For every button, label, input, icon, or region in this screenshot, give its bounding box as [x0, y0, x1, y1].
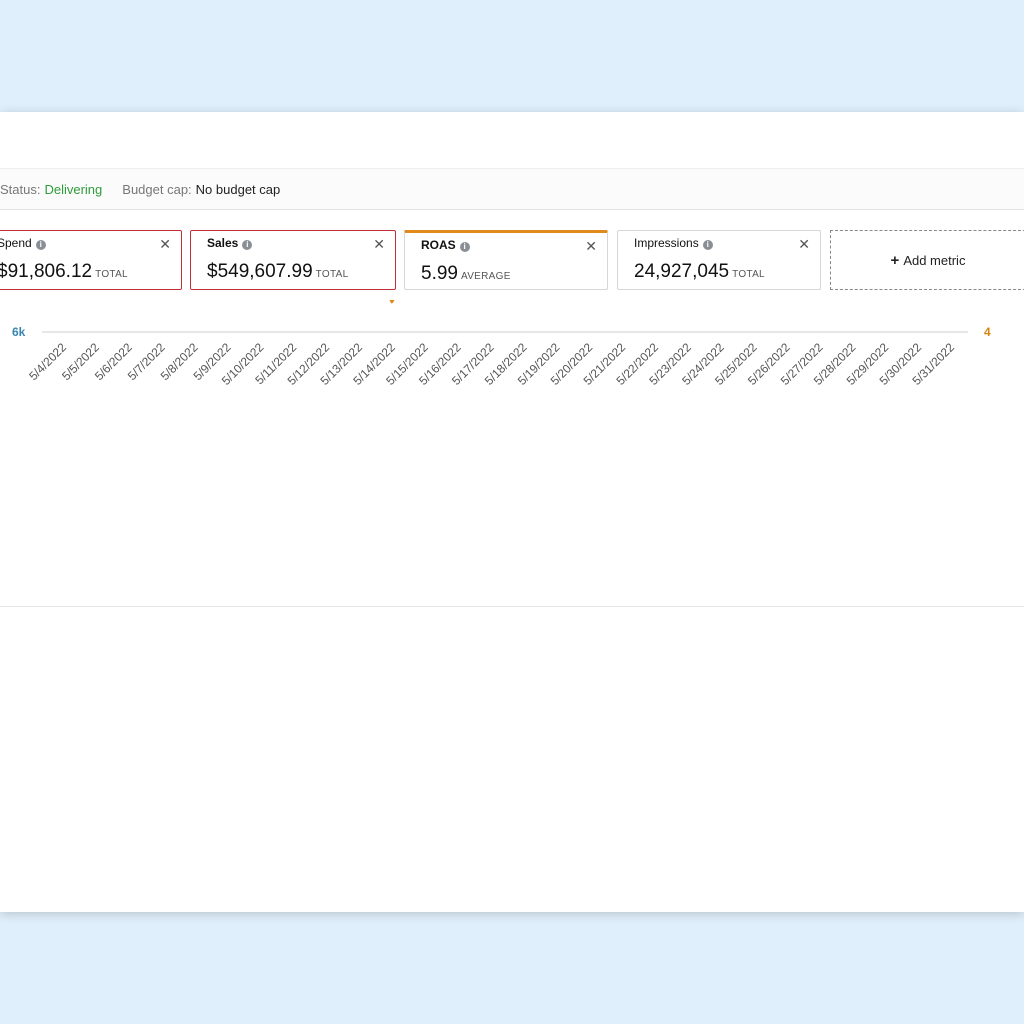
line-chart: 30k7.224k6.418k5.612k4.86k45/4/20225/5/2… [12, 300, 991, 388]
metric-value: 24,927,045 TOTAL [634, 261, 765, 282]
metric-card-sales[interactable]: Sales i ✕ $549,607.99 TOTAL [190, 230, 396, 290]
metric-name: ROAS i [421, 238, 470, 252]
metric-name: Spend i [0, 236, 46, 250]
divider [0, 606, 1024, 607]
add-metric-label: Add metric [903, 252, 966, 268]
y-right-tick-label: 4 [984, 325, 991, 339]
budget-cap-label: Budget cap: [122, 181, 192, 197]
plus-icon: + [890, 251, 900, 269]
metric-value: $91,806.12 TOTAL [0, 261, 128, 282]
metric-card-impressions[interactable]: Impressions i ✕ 24,927,045 TOTAL [617, 230, 821, 290]
close-icon[interactable]: ✕ [585, 238, 597, 254]
budget-cap-value: No budget cap [195, 181, 281, 197]
close-icon[interactable]: ✕ [798, 236, 810, 252]
close-icon[interactable]: ✕ [373, 236, 385, 252]
metric-card-spend[interactable]: Spend i ✕ $91,806.12 TOTAL [0, 230, 182, 290]
info-icon[interactable]: i [35, 240, 46, 250]
info-icon[interactable]: i [459, 242, 470, 252]
add-metric-button[interactable]: + Add metric [830, 230, 1024, 290]
info-icon[interactable]: i [702, 240, 713, 250]
metric-value: $549,607.99 TOTAL [207, 261, 349, 282]
status-label: Status: [0, 181, 41, 197]
metric-name: Sales i [207, 236, 253, 250]
close-icon[interactable]: ✕ [159, 236, 171, 252]
y-left-tick-label: 6k [12, 325, 26, 339]
info-icon[interactable]: i [242, 240, 253, 250]
status-bar: Status: Delivering Budget cap: No budget… [0, 168, 1024, 210]
status-value: Delivering [44, 181, 103, 197]
series-line-right-axis [389, 300, 395, 304]
metric-name: Impressions i [634, 236, 713, 250]
metric-value: 5.99 AVERAGE [421, 263, 511, 284]
metric-card-roas[interactable]: ROAS i ✕ 5.99 AVERAGE [404, 230, 608, 290]
